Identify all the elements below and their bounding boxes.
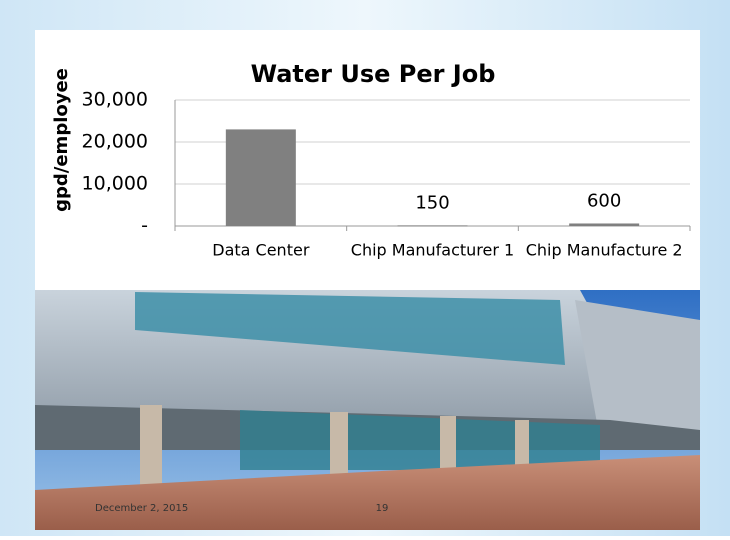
chart-title: Water Use Per Job	[251, 60, 496, 88]
column	[140, 405, 162, 495]
y-axis-label: gpd/employee	[51, 68, 72, 212]
value-label: 150	[415, 192, 449, 213]
y-tick-label: 10,000	[82, 173, 148, 195]
value-label: 600	[587, 190, 621, 211]
slide: Water Use Per Job gpd/employee December …	[0, 0, 730, 536]
bar	[398, 225, 468, 226]
photo	[35, 290, 700, 530]
footer-date: December 2, 2015	[95, 503, 188, 514]
x-tick-label: Chip Manufacture 2	[526, 241, 683, 260]
y-tick-label: -	[141, 215, 148, 237]
y-tick-label: 20,000	[82, 131, 148, 153]
bar	[226, 129, 296, 226]
y-tick-label: 30,000	[82, 89, 148, 111]
bar	[569, 223, 639, 226]
x-tick-label: Data Center	[212, 241, 310, 260]
page-number: 19	[376, 503, 389, 514]
x-tick-label: Chip Manufacturer 1	[351, 241, 514, 260]
